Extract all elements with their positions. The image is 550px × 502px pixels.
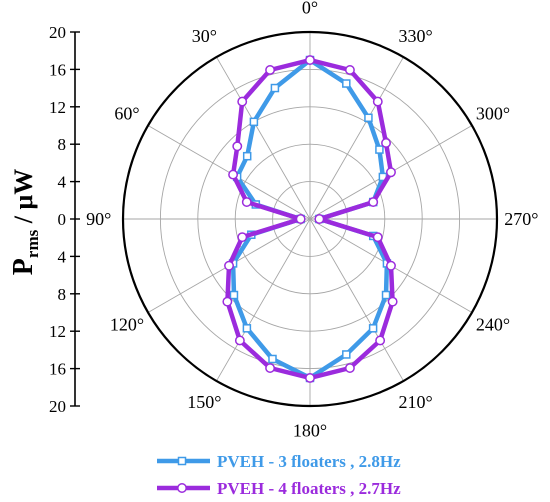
series-2-point xyxy=(344,65,355,75)
angle-label: 180° xyxy=(293,420,327,440)
axis-tick-label: 16 xyxy=(49,360,66,379)
series-2-point xyxy=(234,335,245,346)
series-2-point xyxy=(295,214,306,224)
series-1-point xyxy=(242,324,252,333)
series-2-point xyxy=(372,96,383,107)
series-1-point xyxy=(229,290,239,300)
axis-tick-label: 20 xyxy=(49,397,66,416)
legend: PVEH - 3 floaters , 2.8Hz PVEH - 4 floate… xyxy=(157,452,401,498)
series-2-point xyxy=(305,373,315,383)
series-2-point xyxy=(305,55,315,65)
series-2-point xyxy=(368,197,379,208)
series-2-point xyxy=(387,296,398,307)
series-2-point xyxy=(314,214,325,224)
series-1-point xyxy=(368,324,378,333)
series-1-point xyxy=(364,113,373,123)
series-2-point xyxy=(222,296,233,307)
series-1-point xyxy=(342,350,351,359)
grid-spoke xyxy=(216,218,311,382)
angle-label: 150° xyxy=(187,392,221,412)
axis-tick-label: 12 xyxy=(49,98,66,117)
angle-label: 300° xyxy=(476,103,510,123)
legend-label: PVEH - 3 floaters , 2.8Hz xyxy=(217,452,401,471)
y-axis-label-sub: rms xyxy=(23,229,42,258)
series-1-point xyxy=(375,145,384,154)
series-1-point xyxy=(381,290,391,300)
series-2-point xyxy=(228,169,239,180)
series-1-point xyxy=(242,151,252,161)
series-2-point xyxy=(381,138,391,148)
axis-tick-label: 8 xyxy=(58,135,67,154)
angle-label: 240° xyxy=(476,315,510,335)
legend-label: PVEH - 4 floaters , 2.7Hz xyxy=(217,479,401,498)
series-2-point xyxy=(241,197,252,208)
polar-grid xyxy=(121,30,499,408)
angle-label: 270° xyxy=(504,209,538,229)
axis-tick-label: 0 xyxy=(58,210,67,229)
angle-label: 30° xyxy=(192,26,217,46)
axis-tick-label: 4 xyxy=(58,247,67,266)
angle-labels: 0° 30° 60° 90° 120° 150° 180° 210° 240° 270° 300° 3… xyxy=(86,0,538,440)
legend-swatch-marker xyxy=(177,483,187,493)
angle-label: 120° xyxy=(110,315,144,335)
grid-spoke xyxy=(309,218,404,382)
grid-spoke xyxy=(309,56,404,220)
y-axis-label-main: P xyxy=(8,258,39,275)
outer-ring xyxy=(121,30,499,408)
y-axis-label-unit: / μW xyxy=(9,169,38,230)
series-2-point xyxy=(232,141,243,152)
series-2-point xyxy=(265,363,276,373)
radial-axis: 20 16 12 8 4 0 4 8 12 16 20 xyxy=(49,23,80,416)
axis-tick-label: 20 xyxy=(49,23,66,42)
axis-tick-label: 4 xyxy=(58,173,67,192)
series-2-point xyxy=(375,335,386,346)
axis-tick-label: 16 xyxy=(49,60,66,79)
axis-tick-label: 12 xyxy=(49,322,66,341)
series-2-point xyxy=(372,232,383,243)
y-axis-label: Prms / μW xyxy=(8,169,42,275)
series-2-point xyxy=(237,96,248,107)
series-1-point xyxy=(268,354,277,364)
series-1-point xyxy=(270,83,280,93)
series-2-point xyxy=(265,65,276,75)
data-series xyxy=(222,55,398,383)
legend-swatch-marker xyxy=(177,456,187,466)
series-2-point xyxy=(237,232,248,243)
series-1-point xyxy=(249,117,259,127)
series-2-point xyxy=(386,260,396,271)
series-2-point xyxy=(224,260,234,271)
series-2-point xyxy=(344,363,355,373)
grid-spoke xyxy=(216,56,311,220)
series-2-point xyxy=(386,167,396,178)
series-1-point xyxy=(342,79,351,88)
angle-label: 60° xyxy=(114,103,139,123)
angle-label: 330° xyxy=(399,26,433,46)
angle-label: 0° xyxy=(302,0,318,18)
axis-tick-label: 8 xyxy=(58,285,67,304)
angle-label: 90° xyxy=(86,209,111,229)
angle-label: 210° xyxy=(399,392,433,412)
